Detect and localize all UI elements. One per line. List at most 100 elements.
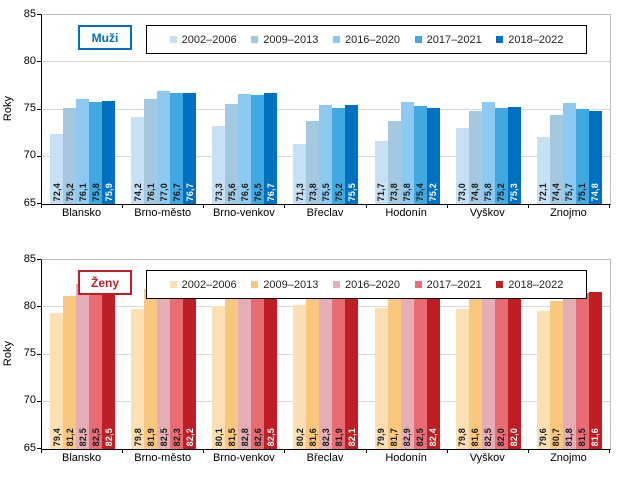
bar-value-label: 81,5 bbox=[577, 427, 588, 446]
bar: 76,1 bbox=[144, 99, 158, 204]
legend: 2002–2006 2009–2013 2016–2020 2017–2021 2018… bbox=[146, 25, 587, 54]
bar: 81,6 bbox=[468, 292, 482, 449]
x-tick-mark bbox=[609, 204, 610, 208]
bar: 80,1 bbox=[212, 306, 226, 449]
bar: 79,8 bbox=[131, 309, 145, 449]
bar: 82,1 bbox=[345, 287, 359, 449]
x-category-label: Brno-venkov bbox=[212, 207, 275, 219]
bar: 74,8 bbox=[468, 111, 482, 204]
bar: 82,3 bbox=[319, 285, 333, 449]
bar-group-břeclav: 80,2 81,6 82,3 81,9 82,1 bbox=[285, 260, 366, 449]
bar-value-label: 82,2 bbox=[184, 427, 195, 446]
chart-women-life-expectancy: Roky 79,4 81,2 82,5 82,5 82,5 79,8 81,9 82,5 82,… bbox=[0, 250, 640, 485]
bar-value-label: 82,5 bbox=[265, 427, 276, 446]
bar: 73,3 bbox=[212, 125, 226, 204]
legend-label: 2016–2020 bbox=[344, 278, 401, 291]
bar: 81,6 bbox=[306, 292, 320, 449]
x-category-label: Znojmo bbox=[550, 207, 587, 219]
bar-value-label: 75,7 bbox=[564, 182, 575, 201]
y-tick-label: 65 bbox=[23, 441, 36, 454]
bar-value-label: 73,8 bbox=[307, 182, 318, 201]
bar-value-label: 80,7 bbox=[551, 427, 562, 446]
bar-value-label: 77,0 bbox=[158, 182, 169, 201]
bar-value-label: 81,2 bbox=[64, 427, 75, 446]
bar-value-label: 75,9 bbox=[103, 182, 114, 201]
bar-value-label: 74,8 bbox=[470, 182, 481, 201]
bar-value-label: 82,5 bbox=[90, 427, 101, 446]
bar: 73,0 bbox=[455, 128, 469, 204]
x-tick-mark bbox=[203, 204, 205, 208]
bar-value-label: 82,0 bbox=[496, 427, 507, 446]
bar-group-znojmo: 72,1 74,4 75,7 75,1 74,8 bbox=[529, 15, 610, 204]
bar: 82,0 bbox=[507, 288, 521, 449]
x-category-label: Brno-město bbox=[134, 452, 192, 464]
bar-value-label: 79,8 bbox=[457, 427, 468, 446]
y-tick-mark bbox=[37, 155, 41, 157]
bar: 82,0 bbox=[494, 288, 508, 449]
bar-group-hodonín: 71,7 73,8 75,8 75,4 75,2 bbox=[367, 15, 448, 204]
legend-swatch bbox=[251, 36, 259, 43]
bar-value-label: 76,1 bbox=[77, 182, 88, 201]
bar-value-label: 82,0 bbox=[509, 427, 520, 446]
legend-label: 2018–2022 bbox=[508, 33, 564, 46]
bar-value-label: 82,1 bbox=[346, 427, 357, 446]
bar: 76,7 bbox=[170, 93, 184, 204]
bar-value-label: 82,3 bbox=[320, 427, 331, 446]
bar-value-label: 81,6 bbox=[470, 427, 481, 446]
bar-value-label: 73,8 bbox=[389, 182, 400, 201]
bar-value-label: 79,9 bbox=[376, 427, 387, 446]
legend-item: 2009–2013 bbox=[251, 34, 318, 46]
bar-group-brno-venkov: 73,3 75,6 76,6 76,5 76,7 bbox=[204, 15, 285, 204]
bar-value-label: 81,6 bbox=[590, 427, 601, 446]
bar: 79,8 bbox=[455, 309, 469, 449]
bar: 76,7 bbox=[183, 93, 197, 204]
bar-value-label: 72,4 bbox=[51, 182, 62, 201]
y-tick-mark bbox=[37, 61, 41, 63]
bar: 72,1 bbox=[536, 136, 550, 204]
legend-item: 2018–2022 bbox=[496, 34, 563, 46]
y-tick-mark bbox=[37, 306, 41, 308]
bar-value-label: 76,1 bbox=[145, 182, 156, 201]
y-tick-label: 75 bbox=[23, 102, 36, 114]
x-category-label: Blansko bbox=[62, 207, 102, 219]
bar-value-label: 82,5 bbox=[77, 427, 88, 446]
bar-value-label: 82,5 bbox=[415, 427, 426, 446]
bar: 82,9 bbox=[400, 279, 414, 449]
bar-value-label: 75,5 bbox=[320, 182, 331, 201]
legend-swatch bbox=[169, 36, 177, 43]
bar-value-label: 75,2 bbox=[496, 182, 507, 201]
bar: 76,5 bbox=[251, 95, 265, 204]
bar-group-brno-město: 79,8 81,9 82,5 82,3 82,2 bbox=[123, 260, 204, 449]
bar-value-label: 79,6 bbox=[538, 427, 549, 446]
bar-value-label: 76,7 bbox=[171, 182, 182, 201]
x-category-label: Vyškov bbox=[469, 452, 505, 464]
bar-value-label: 74,2 bbox=[132, 182, 143, 201]
bar: 75,8 bbox=[400, 101, 414, 204]
plot-area: 79,4 81,2 82,5 82,5 82,5 79,8 81,9 82,5 82,3 82,2… bbox=[41, 259, 611, 450]
bar: 79,9 bbox=[374, 308, 388, 449]
bar-value-label: 80,1 bbox=[213, 427, 224, 446]
y-tick-label: 70 bbox=[23, 394, 36, 407]
bar-value-label: 76,7 bbox=[184, 182, 195, 201]
bar: 82,4 bbox=[426, 284, 440, 449]
men-badge: Muži bbox=[78, 25, 132, 50]
bar-value-label: 71,3 bbox=[294, 182, 305, 201]
x-axis-category-labels: Blansko Brno-město Brno-venkov Břeclav Hodon… bbox=[41, 207, 609, 219]
bar: 81,6 bbox=[588, 292, 602, 449]
legend-label: 2017–2021 bbox=[426, 33, 482, 46]
legend-label: 2017–2021 bbox=[426, 278, 482, 291]
x-tick-mark bbox=[203, 449, 205, 453]
bar-value-label: 76,6 bbox=[239, 182, 250, 201]
legend-swatch bbox=[251, 281, 259, 288]
bar: 74,8 bbox=[588, 111, 602, 204]
bar-value-label: 79,8 bbox=[132, 427, 143, 446]
bar-value-label: 81,9 bbox=[145, 427, 156, 446]
bar: 75,6 bbox=[225, 103, 239, 204]
x-category-label: Blansko bbox=[62, 452, 102, 464]
bar: 81,5 bbox=[575, 293, 589, 449]
y-tick-label: 80 bbox=[23, 299, 36, 312]
legend-swatch bbox=[332, 281, 340, 288]
x-tick-mark bbox=[284, 204, 286, 208]
legend-swatch bbox=[169, 281, 177, 288]
bar: 73,8 bbox=[306, 120, 320, 204]
